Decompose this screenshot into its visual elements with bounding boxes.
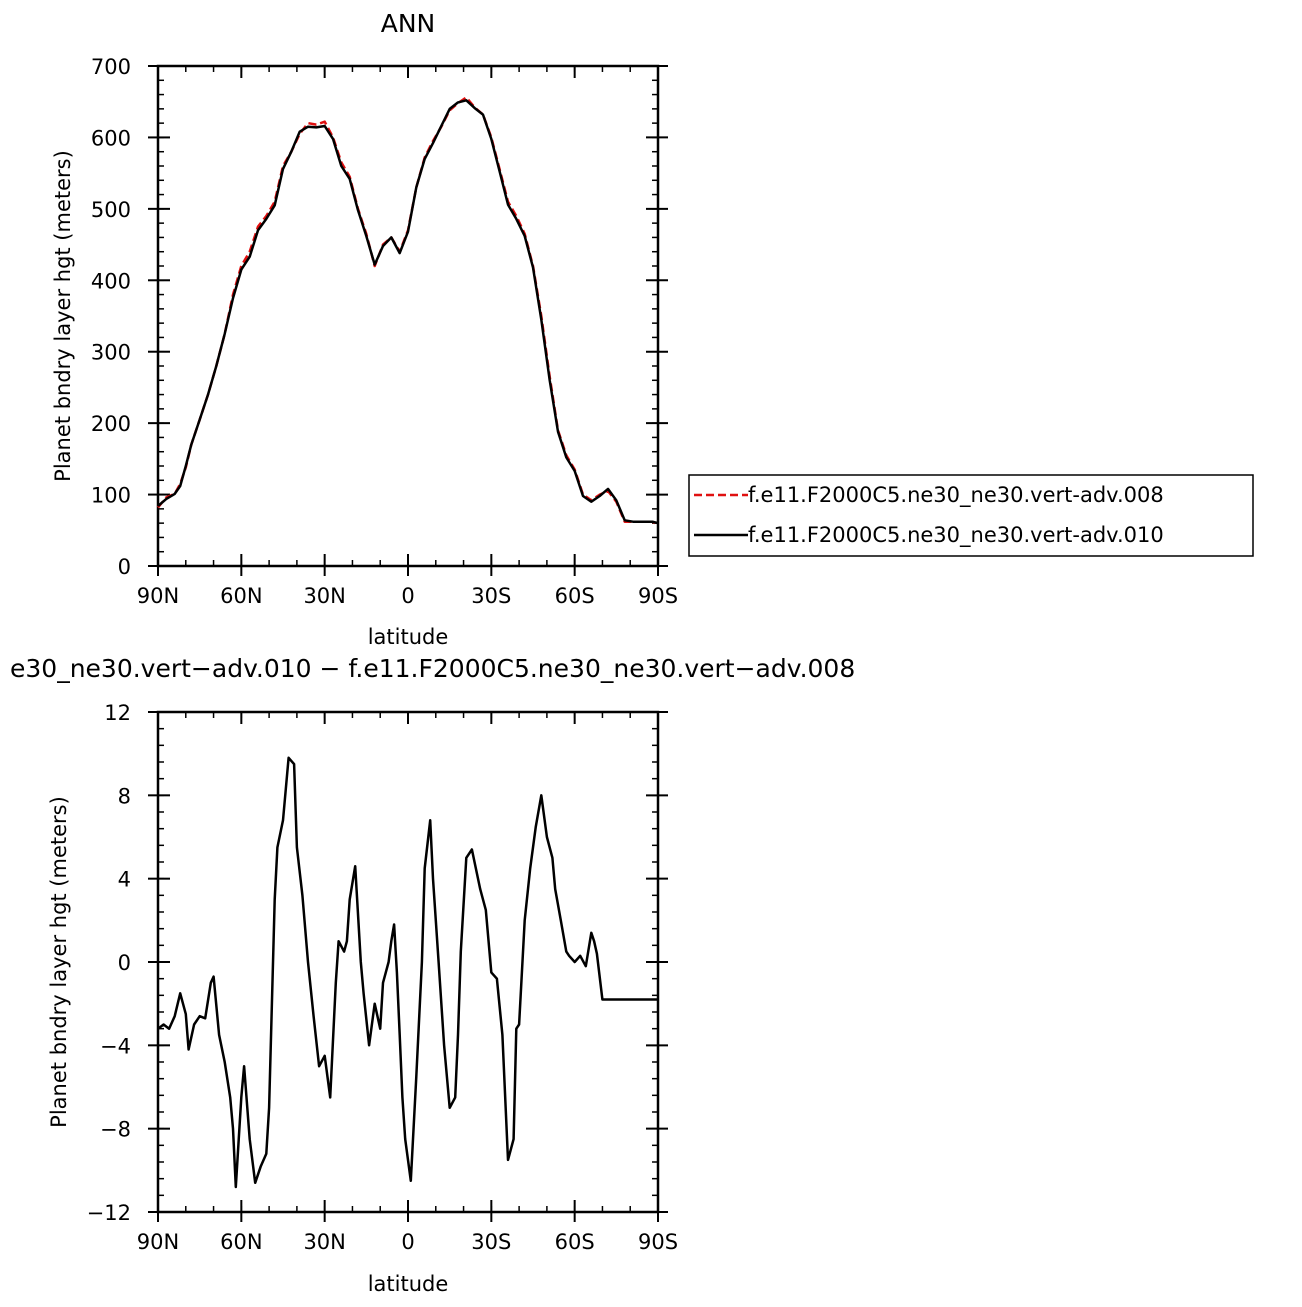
legend: f.e11.F2000C5.ne30_ne30.vert-adv.008 f.e… bbox=[688, 474, 1254, 557]
bottom-xtick-label: 30S bbox=[471, 1230, 511, 1254]
top-line-chart: ANN Planet bndry layer hgt (meters) lati… bbox=[51, 9, 678, 649]
bottom-ytick-label: 8 bbox=[118, 784, 131, 808]
legend-label-010: f.e11.F2000C5.ne30_ne30.vert-adv.010 bbox=[748, 523, 1164, 548]
bottom-ytick-label: 12 bbox=[104, 701, 131, 725]
top-xtick-label: 90N bbox=[137, 584, 179, 608]
bottom-ytick-label: −12 bbox=[87, 1201, 131, 1225]
top-xtick-label: 60N bbox=[220, 584, 262, 608]
bottom-chart-xlabel: latitude bbox=[368, 1272, 449, 1296]
top-xtick-label: 60S bbox=[555, 584, 595, 608]
top-ytick-label: 400 bbox=[91, 269, 131, 293]
bottom-xtick-label: 0 bbox=[401, 1230, 414, 1254]
top-chart-xlabel: latitude bbox=[368, 625, 449, 649]
bottom-ticks: 90N 60N 30N 0 30S 60S 90S −12 −8 −4 0 4 8 12 bbox=[87, 701, 678, 1254]
bottom-ytick-label: −4 bbox=[100, 1034, 131, 1058]
top-ytick-label: 600 bbox=[91, 126, 131, 150]
bottom-xtick-label: 60S bbox=[555, 1230, 595, 1254]
top-xtick-label: 0 bbox=[401, 584, 414, 608]
bottom-xtick-label: 90S bbox=[638, 1230, 678, 1254]
bottom-series-line-0 bbox=[157, 756, 658, 1189]
top-xtick-label: 30S bbox=[471, 584, 511, 608]
bottom-ytick-label: −8 bbox=[100, 1118, 131, 1142]
top-ticks: 90N 60N 30N 0 30S 60S 90S 0 100 200 300 400 500 600 70… bbox=[91, 55, 678, 608]
top-chart-ylabel: Planet bndry layer hgt (meters) bbox=[51, 150, 75, 482]
bottom-line-chart: e30_ne30.vert−adv.010 − f.e11.F2000C5.ne… bbox=[10, 654, 855, 1296]
top-series-lines bbox=[157, 96, 659, 526]
top-series-line-0 bbox=[157, 96, 659, 526]
top-xtick-label: 30N bbox=[303, 584, 345, 608]
legend-box bbox=[688, 474, 1254, 557]
bottom-ytick-label: 0 bbox=[118, 951, 131, 975]
top-series-line-1 bbox=[157, 99, 659, 525]
top-chart-title: ANN bbox=[381, 9, 436, 38]
top-ytick-label: 500 bbox=[91, 198, 131, 222]
bottom-xtick-label: 60N bbox=[220, 1230, 262, 1254]
bottom-chart-title: e30_ne30.vert−adv.010 − f.e11.F2000C5.ne… bbox=[10, 654, 855, 683]
legend-label-008: f.e11.F2000C5.ne30_ne30.vert-adv.008 bbox=[748, 483, 1164, 508]
top-ytick-label: 700 bbox=[91, 55, 131, 79]
top-ytick-label: 300 bbox=[91, 341, 131, 365]
bottom-xtick-label: 30N bbox=[303, 1230, 345, 1254]
bottom-ytick-label: 4 bbox=[118, 868, 131, 892]
bottom-chart-ylabel: Planet bndry layer hgt (meters) bbox=[47, 796, 71, 1128]
top-ytick-label: 0 bbox=[118, 555, 131, 579]
top-ytick-label: 200 bbox=[91, 412, 131, 436]
top-xtick-label: 90S bbox=[638, 584, 678, 608]
bottom-series-lines bbox=[157, 756, 658, 1189]
top-ytick-label: 100 bbox=[91, 484, 131, 508]
bottom-xtick-label: 90N bbox=[137, 1230, 179, 1254]
